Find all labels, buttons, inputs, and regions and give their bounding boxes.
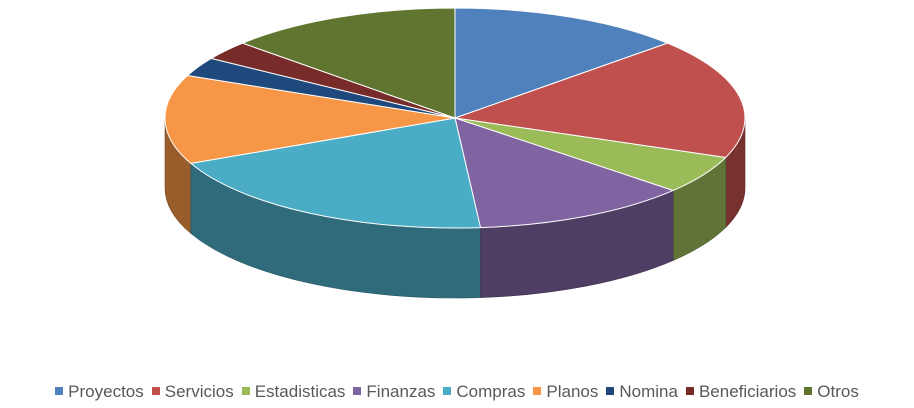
legend-label: Beneficiarios xyxy=(698,382,797,401)
legend-item-servicios: Servicios xyxy=(151,382,234,402)
pie-slice-servicios xyxy=(454,42,746,158)
legend-swatch xyxy=(804,386,813,395)
legend-item-otros: Otros xyxy=(804,382,859,402)
pie-chart xyxy=(164,7,746,299)
legend-item-compras: Compras xyxy=(443,382,525,402)
legend-label: Planos xyxy=(546,382,599,401)
legend-item-estadisticas: Estadisticas xyxy=(241,382,346,402)
pie-slice-compras xyxy=(190,117,482,229)
legend-item-proyectos: Proyectos xyxy=(55,382,144,402)
legend-swatch xyxy=(353,386,362,395)
legend-swatch xyxy=(55,386,64,395)
pie-slice-otros xyxy=(242,7,456,119)
pie-sides xyxy=(164,117,746,299)
pie-slice-planos xyxy=(164,75,456,164)
legend-label: Proyectos xyxy=(68,382,144,401)
legend-label: Estadisticas xyxy=(254,382,346,401)
legend-item-nomina: Nomina xyxy=(606,382,678,402)
legend-label: Nomina xyxy=(619,382,678,401)
legend-swatch xyxy=(685,386,694,395)
legend-swatch xyxy=(443,386,452,395)
legend-swatch xyxy=(606,386,615,395)
legend-label: Compras xyxy=(456,382,526,401)
legend-swatch xyxy=(533,386,542,395)
legend-item-beneficiarios: Beneficiarios xyxy=(685,382,797,402)
pie-slice-proyectos xyxy=(454,7,668,119)
legend-label: Finanzas xyxy=(366,382,436,401)
legend-item-planos: Planos xyxy=(533,382,598,402)
chart-legend: Proyectos Servicios Estadisticas Finanzas Co… xyxy=(0,382,914,402)
legend-label: Otros xyxy=(817,382,859,401)
pie-slice-finanzas xyxy=(454,117,674,229)
legend-swatch xyxy=(241,386,250,395)
legend-swatch xyxy=(151,386,160,395)
legend-item-finanzas: Finanzas xyxy=(353,382,435,402)
pie-tops xyxy=(164,7,746,229)
legend-label: Servicios xyxy=(164,382,234,401)
